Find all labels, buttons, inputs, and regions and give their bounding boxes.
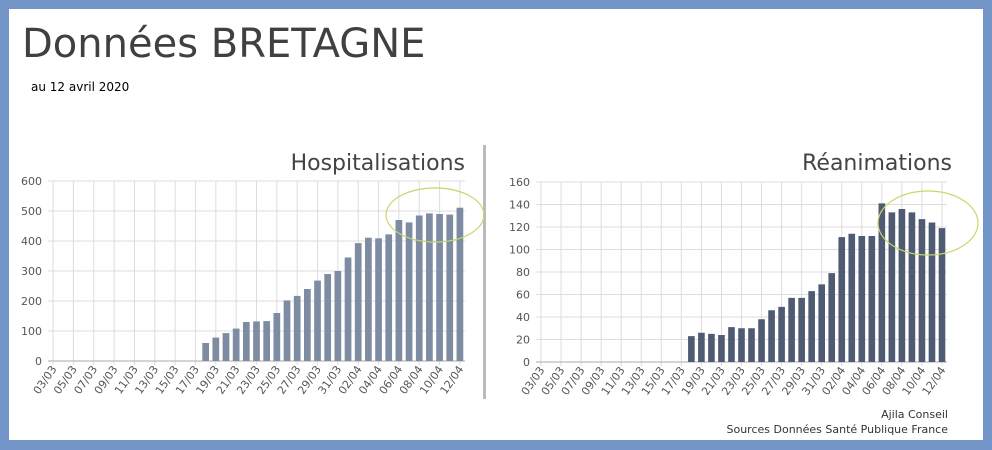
bar-26/03 bbox=[283, 300, 291, 361]
bar-18/03 bbox=[688, 336, 695, 362]
highlight-ellipse bbox=[385, 187, 485, 243]
y-tick-label: 120 bbox=[509, 221, 530, 234]
bar-08/04 bbox=[415, 215, 423, 361]
bar-31/03 bbox=[818, 284, 826, 362]
chart-0: 010020030040050060003/0305/0307/0309/031… bbox=[21, 151, 485, 397]
bar-28/03 bbox=[788, 297, 795, 362]
bar-10/04 bbox=[918, 219, 926, 362]
bar-03/04 bbox=[848, 233, 856, 362]
y-tick-label: 40 bbox=[516, 311, 530, 324]
bar-04/04 bbox=[375, 238, 382, 361]
bar-06/04 bbox=[395, 220, 403, 361]
bar-25/03 bbox=[273, 313, 281, 361]
bar-06/04 bbox=[878, 203, 886, 362]
y-tick-label: 500 bbox=[21, 205, 42, 218]
y-tick-label: 200 bbox=[21, 295, 42, 308]
y-tick-label: 600 bbox=[21, 175, 42, 188]
chart-title: Hospitalisations bbox=[291, 151, 465, 176]
credit: Ajila Conseil Sources Données Santé Publ… bbox=[727, 407, 949, 437]
bar-22/03 bbox=[728, 327, 735, 362]
credit-author: Ajila Conseil bbox=[881, 408, 948, 421]
bar-01/04 bbox=[344, 257, 352, 361]
page-subtitle: au 12 avril 2020 bbox=[31, 80, 130, 94]
highlight-ellipse bbox=[877, 190, 979, 256]
y-tick-label: 60 bbox=[516, 289, 530, 302]
bar-08/04 bbox=[898, 209, 906, 362]
bar-21/03 bbox=[232, 328, 240, 361]
bar-02/04 bbox=[354, 243, 362, 361]
y-tick-label: 0 bbox=[523, 356, 530, 369]
bar-01/04 bbox=[828, 273, 836, 362]
bar-18/03 bbox=[202, 343, 210, 361]
bar-25/03 bbox=[758, 319, 765, 362]
divider bbox=[483, 145, 486, 399]
y-tick-label: 400 bbox=[21, 235, 42, 248]
chart-1: 02040608010012014016003/0305/0307/0309/0… bbox=[509, 151, 979, 398]
bar-20/03 bbox=[222, 333, 230, 361]
bar-11/04 bbox=[446, 214, 454, 361]
bar-04/04 bbox=[858, 236, 866, 362]
bar-26/03 bbox=[768, 310, 775, 362]
bar-20/03 bbox=[708, 333, 715, 362]
bar-21/03 bbox=[718, 335, 725, 362]
page-title: Données BRETAGNE bbox=[22, 21, 426, 67]
bar-28/03 bbox=[303, 289, 311, 361]
bar-10/04 bbox=[436, 214, 443, 361]
bar-03/04 bbox=[365, 237, 372, 361]
bar-05/04 bbox=[868, 236, 876, 362]
y-tick-label: 300 bbox=[21, 265, 42, 278]
bar-09/04 bbox=[426, 213, 433, 361]
bar-09/04 bbox=[908, 212, 916, 362]
bar-22/03 bbox=[242, 322, 250, 361]
bar-19/03 bbox=[698, 332, 705, 362]
bar-29/03 bbox=[314, 280, 321, 361]
bar-31/03 bbox=[334, 271, 342, 361]
bar-30/03 bbox=[324, 274, 332, 361]
frame: Données BRETAGNE au 12 avril 2020 Ajila … bbox=[9, 9, 983, 440]
bar-05/04 bbox=[385, 234, 393, 361]
bar-07/04 bbox=[888, 212, 896, 362]
bar-27/03 bbox=[778, 306, 785, 362]
bar-12/04 bbox=[938, 228, 946, 362]
y-tick-label: 100 bbox=[509, 244, 530, 257]
y-tick-label: 160 bbox=[509, 176, 530, 189]
y-tick-label: 0 bbox=[35, 355, 42, 368]
bar-30/03 bbox=[808, 291, 815, 362]
y-tick-label: 80 bbox=[516, 266, 530, 279]
bar-02/04 bbox=[838, 237, 846, 362]
bar-29/03 bbox=[798, 297, 805, 362]
bar-23/03 bbox=[253, 321, 260, 361]
bar-24/03 bbox=[748, 328, 755, 362]
y-tick-label: 100 bbox=[21, 325, 42, 338]
bar-24/03 bbox=[263, 321, 271, 361]
bar-07/04 bbox=[405, 222, 413, 361]
y-tick-label: 140 bbox=[509, 199, 530, 212]
chart-title: Réanimations bbox=[802, 151, 952, 176]
bar-23/03 bbox=[738, 328, 745, 362]
bar-27/03 bbox=[293, 295, 301, 361]
bar-19/03 bbox=[212, 337, 220, 361]
credit-source: Sources Données Santé Publique France bbox=[726, 423, 949, 436]
y-tick-label: 20 bbox=[516, 334, 530, 347]
bar-11/04 bbox=[928, 222, 936, 362]
bar-12/04 bbox=[456, 207, 464, 361]
